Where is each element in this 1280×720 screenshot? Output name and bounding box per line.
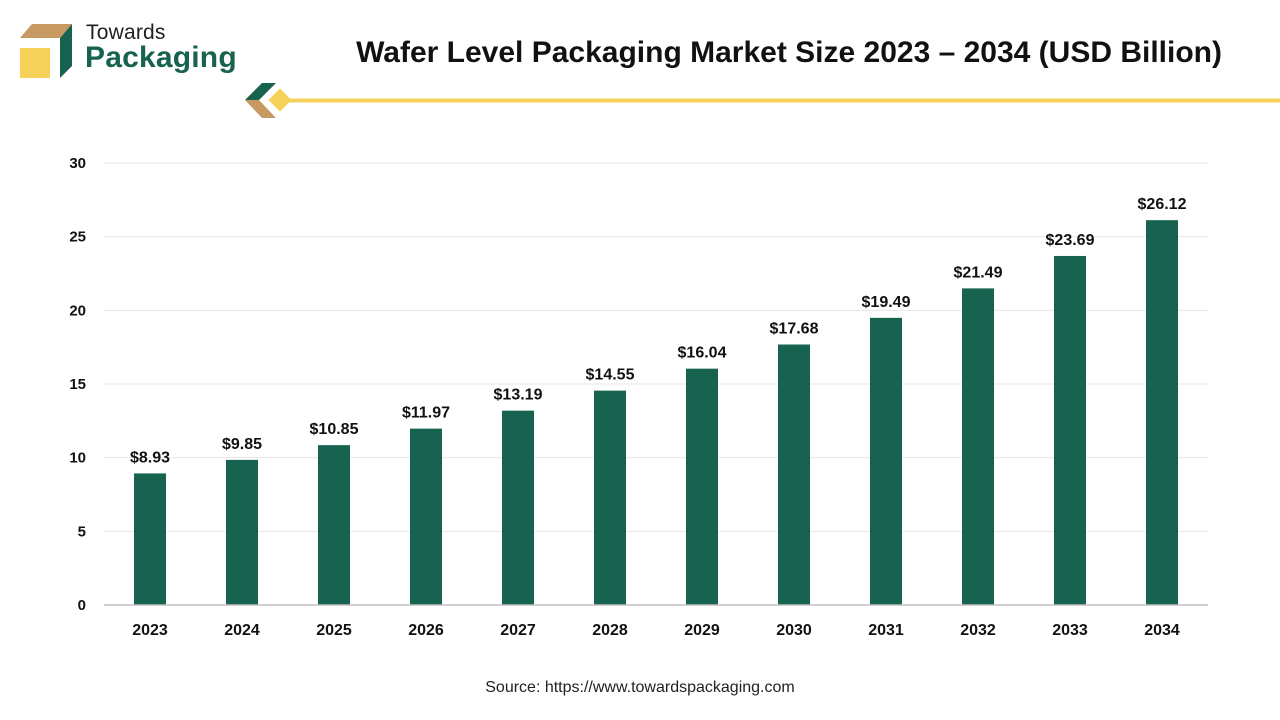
y-tick-label: 5 (78, 523, 86, 540)
x-tick-label: 2033 (1052, 622, 1088, 639)
brand-logo: Towards Packaging (16, 20, 237, 84)
data-label: $16.04 (678, 345, 727, 362)
y-tick-label: 30 (69, 155, 86, 172)
source-note: Source: https://www.towardspackaging.com (485, 679, 795, 696)
x-tick-label: 2032 (960, 622, 996, 639)
bar-2027 (502, 410, 534, 605)
bar-2023 (134, 473, 166, 605)
grid-lines (104, 162, 1208, 532)
bar-2033 (1054, 255, 1086, 605)
x-tick-label: 2025 (316, 622, 352, 639)
data-label: $14.55 (586, 367, 635, 384)
data-label: $19.49 (862, 294, 911, 311)
bar-2028 (594, 390, 626, 605)
x-axis-ticks: 2023 2024 2025 2026 2027 2028 2029 2030 2031 2032… (132, 622, 1180, 639)
package-box-icon (20, 24, 72, 78)
data-label: $21.49 (954, 264, 1003, 281)
bar-2030 (778, 344, 810, 605)
x-tick-label: 2023 (132, 622, 168, 639)
y-tick-label: 25 (69, 229, 86, 246)
y-tick-label: 20 (69, 302, 86, 319)
data-label: $17.68 (770, 321, 819, 338)
x-tick-label: 2024 (224, 622, 260, 639)
bar-2031 (870, 317, 902, 605)
data-label: $11.97 (402, 405, 450, 422)
data-label: $26.12 (1138, 196, 1187, 213)
x-tick-label: 2026 (408, 622, 444, 639)
y-axis-ticks: 0 5 10 15 20 25 30 (69, 155, 86, 614)
bar-2025 (318, 445, 350, 605)
x-tick-label: 2029 (684, 622, 720, 639)
bar-2026 (410, 428, 442, 605)
y-tick-label: 10 (69, 450, 86, 467)
x-tick-label: 2028 (592, 622, 628, 639)
chart-title: Wafer Level Packaging Market Size 2023 –… (356, 36, 1222, 69)
bar-2034 (1146, 220, 1178, 605)
bar-2032 (962, 288, 994, 605)
data-label: $10.85 (310, 421, 359, 438)
title-underline-decoration (245, 83, 1280, 118)
x-tick-label: 2034 (1144, 622, 1180, 639)
y-tick-label: 15 (69, 376, 86, 393)
data-label: $9.85 (222, 436, 262, 453)
data-label: $23.69 (1046, 232, 1095, 249)
y-tick-label: 0 (78, 597, 86, 614)
data-label: $8.93 (130, 449, 170, 466)
x-tick-label: 2030 (776, 622, 812, 639)
x-tick-label: 2031 (868, 622, 904, 639)
data-label: $13.19 (494, 387, 543, 404)
data-labels: $8.93 $9.85 $10.85 $11.97 $13.19 $14.55 $16.04… (130, 196, 1187, 466)
brand-name-line2: Packaging (85, 41, 237, 74)
bars (134, 220, 1178, 605)
brand-name-line1: Towards (86, 21, 166, 44)
bar-2024 (226, 459, 258, 605)
x-tick-label: 2027 (500, 622, 536, 639)
bar-2029 (686, 368, 718, 605)
